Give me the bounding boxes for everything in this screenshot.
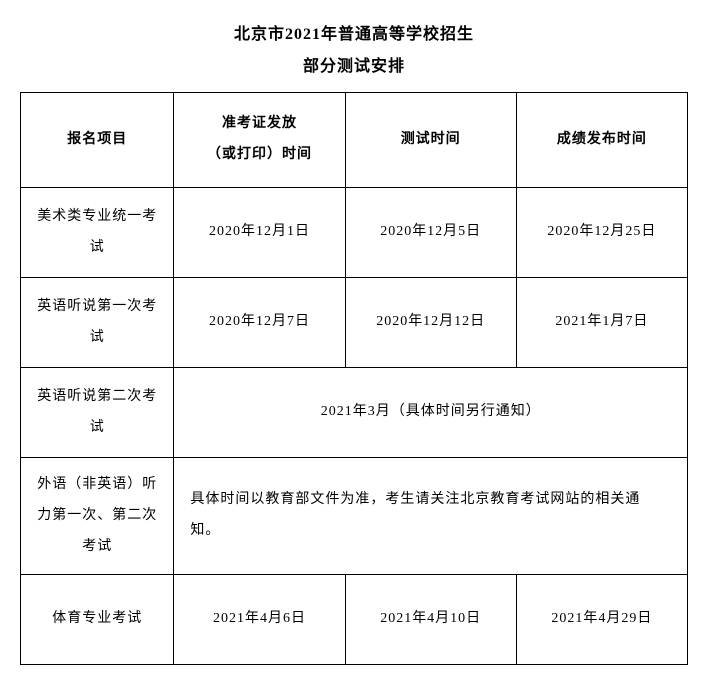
merged-line1: 具体时间以教育部文件为准，考生请关注北京教育考试网站的相关通: [190, 485, 671, 516]
header-ticket-line2: （或打印）时间: [182, 140, 336, 171]
row-ticket-time: 2020年12月7日: [174, 278, 345, 368]
header-ticket-time: 准考证发放 （或打印）时间: [174, 93, 345, 188]
item-line2: 力第一次、第二次: [29, 501, 165, 532]
table-row: 美术类专业统一考 试 2020年12月1日 2020年12月5日 2020年12…: [21, 188, 688, 278]
row-ticket-time: 2020年12月1日: [174, 188, 345, 278]
schedule-table: 报名项目 准考证发放 （或打印）时间 测试时间 成绩发布时间 美术类专业统一考 …: [20, 92, 688, 665]
row-merged-note: 2021年3月（具体时间另行通知）: [174, 368, 688, 458]
header-result-time: 成绩发布时间: [516, 93, 687, 188]
row-item: 英语听说第一次考 试: [21, 278, 174, 368]
item-line2: 试: [29, 233, 165, 264]
header-item: 报名项目: [21, 93, 174, 188]
header-test-time: 测试时间: [345, 93, 516, 188]
row-item: 英语听说第二次考 试: [21, 368, 174, 458]
header-ticket-line1: 准考证发放: [182, 109, 336, 140]
row-result-time: 2020年12月25日: [516, 188, 687, 278]
row-merged-note: 具体时间以教育部文件为准，考生请关注北京教育考试网站的相关通 知。: [174, 458, 688, 575]
table-row: 英语听说第一次考 试 2020年12月7日 2020年12月12日 2021年1…: [21, 278, 688, 368]
item-line2: 试: [29, 323, 165, 354]
item-line2: 试: [29, 413, 165, 444]
row-test-time: 2020年12月5日: [345, 188, 516, 278]
item-line1: 英语听说第一次考: [29, 292, 165, 323]
row-ticket-time: 2021年4月6日: [174, 575, 345, 665]
item-line1: 美术类专业统一考: [29, 202, 165, 233]
row-item: 外语（非英语）听 力第一次、第二次 考试: [21, 458, 174, 575]
page-title: 北京市2021年普通高等学校招生: [20, 20, 688, 44]
table-row: 外语（非英语）听 力第一次、第二次 考试 具体时间以教育部文件为准，考生请关注北…: [21, 458, 688, 575]
row-result-time: 2021年4月29日: [516, 575, 687, 665]
item-line1: 英语听说第二次考: [29, 382, 165, 413]
item-line3: 考试: [29, 532, 165, 563]
item-line1: 外语（非英语）听: [29, 470, 165, 501]
row-test-time: 2020年12月12日: [345, 278, 516, 368]
table-row: 英语听说第二次考 试 2021年3月（具体时间另行通知）: [21, 368, 688, 458]
table-header-row: 报名项目 准考证发放 （或打印）时间 测试时间 成绩发布时间: [21, 93, 688, 188]
merged-line2: 知。: [190, 516, 671, 547]
table-row: 体育专业考试 2021年4月6日 2021年4月10日 2021年4月29日: [21, 575, 688, 665]
row-item: 体育专业考试: [21, 575, 174, 665]
row-test-time: 2021年4月10日: [345, 575, 516, 665]
page-subtitle: 部分测试安排: [20, 52, 688, 76]
row-result-time: 2021年1月7日: [516, 278, 687, 368]
row-item: 美术类专业统一考 试: [21, 188, 174, 278]
